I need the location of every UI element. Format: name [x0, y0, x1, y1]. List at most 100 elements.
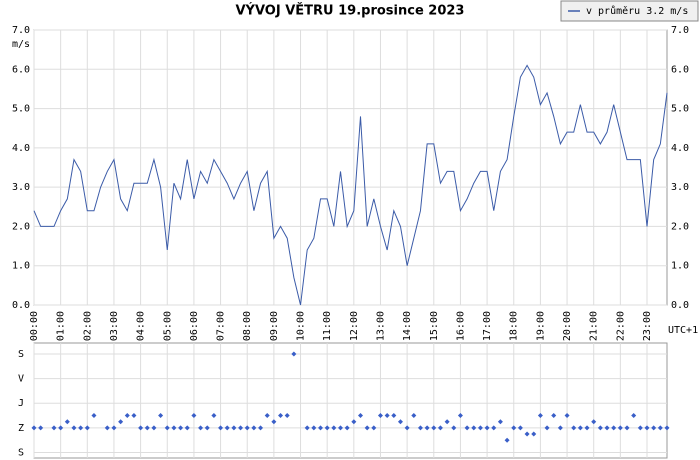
y-tick-label: V	[18, 374, 24, 385]
direction-point	[131, 413, 137, 419]
direction-point	[377, 413, 383, 419]
y-tick-label-right: 6.0	[671, 64, 689, 75]
x-tick-label: 04:00	[136, 311, 147, 341]
direction-point	[531, 431, 537, 437]
x-tick-label: 21:00	[589, 311, 600, 341]
direction-point	[158, 413, 164, 419]
direction-point	[477, 425, 483, 431]
direction-point	[244, 425, 250, 431]
direction-point	[424, 425, 430, 431]
y-tick-label: 6.0	[12, 64, 30, 75]
y-tick-label: J	[18, 398, 24, 409]
x-tick-label: 01:00	[56, 311, 67, 341]
x-tick-label: 16:00	[455, 311, 466, 341]
direction-point	[511, 425, 517, 431]
direction-point	[338, 425, 344, 431]
direction-point	[357, 413, 363, 419]
x-tick-label: 15:00	[429, 311, 440, 341]
direction-point	[238, 425, 244, 431]
direction-point	[484, 425, 490, 431]
x-tick-label: 10:00	[296, 311, 307, 341]
direction-point	[111, 425, 117, 431]
direction-point	[631, 413, 637, 419]
direction-point	[38, 425, 44, 431]
direction-point	[324, 425, 330, 431]
direction-point	[178, 425, 184, 431]
direction-point	[204, 425, 210, 431]
y-tick-label-right: 4.0	[671, 143, 689, 154]
direction-point	[278, 413, 284, 419]
direction-point	[537, 413, 543, 419]
direction-point	[564, 413, 570, 419]
direction-point	[404, 425, 410, 431]
direction-point	[664, 425, 670, 431]
direction-point	[64, 419, 70, 425]
direction-point	[544, 425, 550, 431]
y-tick-label-right: 3.0	[671, 182, 689, 193]
y-tick-label: S	[18, 448, 24, 459]
direction-point	[198, 425, 204, 431]
direction-point	[644, 425, 650, 431]
legend-box	[560, 0, 699, 22]
direction-point	[264, 413, 270, 419]
direction-point	[577, 425, 583, 431]
y-tick-label: 0.0	[12, 300, 30, 311]
direction-point	[451, 425, 457, 431]
direction-point	[471, 425, 477, 431]
x-tick-label: 12:00	[349, 311, 360, 341]
direction-point	[318, 425, 324, 431]
direction-point	[391, 413, 397, 419]
direction-point	[551, 413, 557, 419]
direction-point	[497, 419, 503, 425]
direction-point	[271, 419, 277, 425]
direction-point	[371, 425, 377, 431]
direction-point	[124, 413, 130, 419]
direction-point	[91, 413, 97, 419]
plot-area	[33, 29, 668, 306]
direction-point	[78, 425, 84, 431]
y-tick-label-right: 7.0	[671, 25, 689, 36]
y-tick-label: 1.0	[12, 261, 30, 272]
y-tick-label: Z	[18, 423, 24, 434]
x-tick-label: 14:00	[402, 311, 413, 341]
direction-point	[31, 425, 37, 431]
y-tick-label-right: 5.0	[671, 104, 689, 115]
x-tick-label: 13:00	[375, 311, 386, 341]
direction-point	[231, 425, 237, 431]
x-tick-label: 08:00	[242, 311, 253, 341]
direction-point	[171, 425, 177, 431]
x-tick-label: 22:00	[615, 311, 626, 341]
direction-point	[591, 419, 597, 425]
x-tick-label: 07:00	[216, 311, 227, 341]
x-tick-label: 03:00	[109, 311, 120, 341]
direction-point	[364, 425, 370, 431]
wind-line	[33, 64, 668, 306]
direction-point	[637, 425, 643, 431]
x-tick-label: 05:00	[162, 311, 173, 341]
direction-point	[384, 413, 390, 419]
direction-point	[258, 425, 264, 431]
x-tick-label: 00:00	[29, 311, 40, 341]
chart-title: VÝVOJ VĚTRU 19.prosince 2023	[236, 3, 465, 19]
direction-point	[191, 413, 197, 419]
legend-label: v průměru 3.2 m/s	[586, 5, 688, 17]
x-tick-label: 17:00	[482, 311, 493, 341]
direction-point	[164, 425, 170, 431]
x-tick-label: 19:00	[535, 311, 546, 341]
y-tick-label-right: 0.0	[671, 300, 689, 311]
direction-point	[464, 425, 470, 431]
direction-point	[611, 425, 617, 431]
direction-point	[517, 425, 523, 431]
direction-point	[651, 425, 657, 431]
direction-point	[571, 425, 577, 431]
direction-point	[431, 425, 437, 431]
y-tick-label: 5.0	[12, 104, 30, 115]
x-tick-label: 06:00	[189, 311, 200, 341]
direction-point	[84, 425, 90, 431]
y-tick-label-right: 1.0	[671, 261, 689, 272]
plot-area	[33, 342, 668, 459]
y-tick-label: 7.0	[12, 25, 30, 36]
timezone-label: UTC+1	[668, 325, 698, 336]
direction-point	[211, 413, 217, 419]
